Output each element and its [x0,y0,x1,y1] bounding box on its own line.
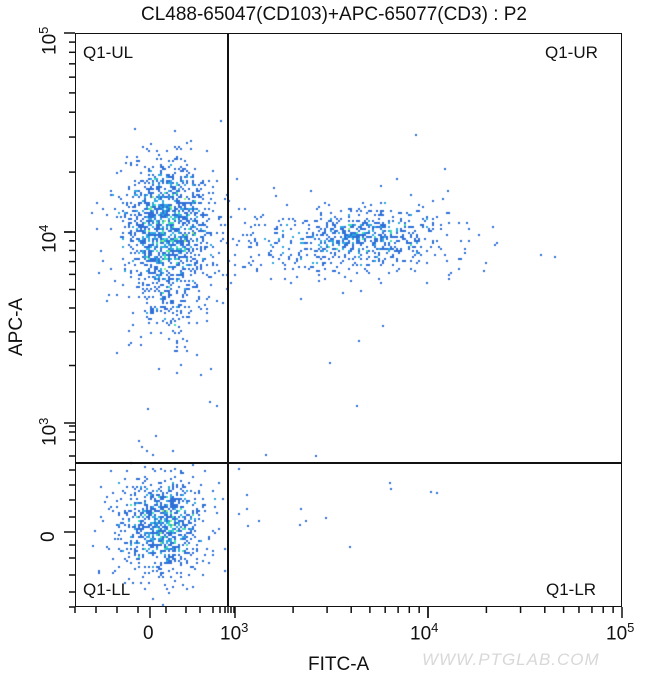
y-tick-1e3: 103 [36,417,61,446]
watermark: WWW.PTGLAB.COM [422,650,600,669]
x-tick-1e5: 105 [606,620,635,645]
y-axis-title: APC-A [6,297,27,356]
quadrant-label-ul: Q1-UL [83,43,134,62]
chart-title: CL488-65047(CD103)+APC-65077(CD3) : P2 [140,4,527,25]
x-tick-0: 0 [143,623,154,644]
x-tick-1e4: 104 [410,620,439,645]
y-tick-1e4: 104 [36,224,61,253]
x-axis-title: FITC-A [308,654,370,675]
quadrant-gate-vertical[interactable] [227,33,229,607]
x-tick-1e3: 103 [220,620,249,645]
y-tick-1e5: 105 [36,26,61,55]
quadrant-gate-horizontal[interactable] [75,462,622,464]
quadrant-label-ur: Q1-UR [545,43,598,62]
y-tick-0: 0 [38,531,59,542]
quadrant-label-lr: Q1-LR [546,580,597,599]
scatter-points [75,33,622,607]
quadrant-label-ll: Q1-LL [83,580,131,599]
